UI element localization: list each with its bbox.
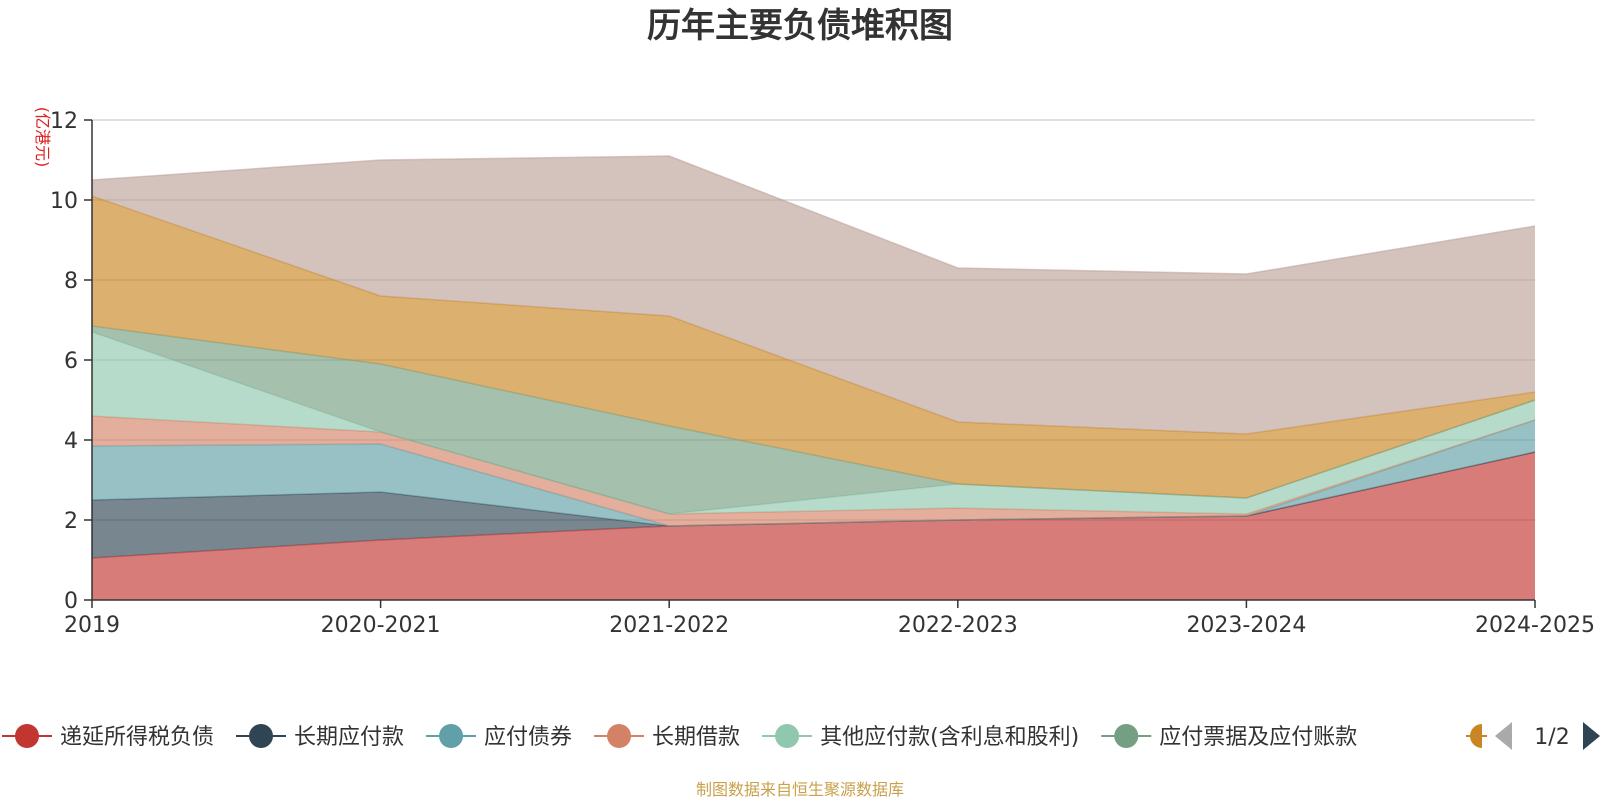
y-tick-label: 12 (50, 109, 78, 134)
x-tick-label: 2020-2021 (321, 613, 441, 638)
y-tick-label: 2 (64, 509, 78, 534)
area-series-1 (92, 452, 1535, 600)
x-tick-label: 2022-2023 (898, 613, 1018, 638)
area-series-8 (92, 156, 1535, 434)
y-tick-label: 6 (64, 349, 78, 374)
area-series-group (91, 155, 1536, 600)
data-source-note: 制图数据来自恒生聚源数据库 (696, 780, 904, 799)
area-series-3 (92, 420, 1535, 526)
legend-item[interactable]: 长期应付款 (236, 724, 404, 750)
legend-item[interactable]: 应付债券 (426, 724, 572, 750)
legend-marker-icon (15, 724, 39, 748)
x-tick-label: 2024-2025 (1475, 613, 1595, 638)
legend-item[interactable]: 其他应付款(含利息和股利) (762, 724, 1079, 750)
legend-marker-icon (775, 724, 800, 748)
y-tick-label: 0 (64, 589, 78, 614)
y-tick-label: 4 (64, 429, 78, 454)
legend-item[interactable]: 递延所得税负债 (2, 724, 214, 750)
legend-item[interactable]: 长期借款 (594, 724, 740, 750)
series-line-8 (91, 155, 1536, 275)
legend-label: 应付债券 (484, 725, 572, 750)
legend-page-indicator: 1/2 (1534, 725, 1569, 750)
legend-marker-icon (249, 724, 274, 748)
chart-title: 历年主要负债堆积图 (647, 6, 953, 46)
x-tick-label: 2019 (64, 613, 120, 638)
legend-next-page-icon[interactable] (1583, 722, 1600, 750)
y-axis-unit-label: (亿港元) (33, 107, 52, 168)
legend-item[interactable]: 应付票据及应付账款 (1101, 724, 1357, 750)
area-series-2 (92, 452, 1535, 558)
axes: 0 2 4 6 8 10 12 2019 2020-2021 2021-2022 2022-2023… (50, 109, 1595, 638)
legend-label: 应付票据及应付账款 (1159, 725, 1357, 750)
legend-label: 递延所得税负债 (60, 725, 214, 750)
y-tick-label: 8 (64, 269, 78, 294)
legend-prev-page-icon[interactable] (1495, 722, 1512, 750)
legend-label: 其他应付款(含利息和股利) (820, 725, 1079, 750)
legend-marker-icon (1114, 724, 1139, 748)
legend-marker-icon (607, 724, 632, 748)
area-series-4 (92, 416, 1535, 526)
legend: 递延所得税负债 长期应付款 应付债券 长期借款 其他应付款(含利息和股利) 应付票据及应付… (2, 722, 1600, 750)
area-series-7 (92, 196, 1535, 498)
x-tick-label: 2023-2024 (1186, 613, 1306, 638)
legend-label: 长期应付款 (294, 725, 404, 750)
y-tick-label: 10 (50, 189, 78, 214)
legend-marker-icon (439, 724, 464, 748)
area-series-6 (92, 326, 1535, 514)
legend-marker-icon (1470, 724, 1482, 748)
x-tick-label: 2021-2022 (609, 613, 729, 638)
legend-item-partial (1466, 724, 1487, 748)
legend-label: 长期借款 (652, 725, 740, 750)
